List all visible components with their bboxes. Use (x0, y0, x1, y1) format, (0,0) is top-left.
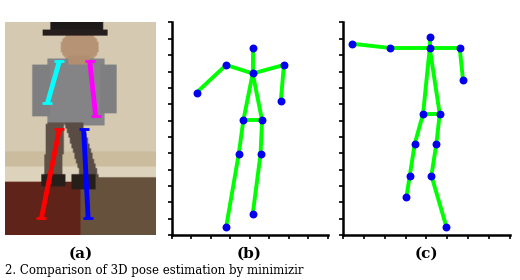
Point (386, 46, 394, 50)
Point (258, 118, 266, 123)
Point (239, 118, 248, 123)
Point (222, 225, 230, 229)
Point (249, 71, 257, 76)
Point (347, 41, 356, 46)
Point (402, 195, 411, 199)
Point (222, 63, 230, 67)
Point (425, 46, 434, 50)
Point (427, 173, 436, 178)
Point (192, 90, 201, 95)
Point (406, 173, 414, 178)
Point (456, 46, 464, 50)
Point (411, 141, 419, 146)
Point (425, 35, 434, 39)
Point (249, 46, 257, 50)
Text: 2. Comparison of 3D pose estimation by minimizir: 2. Comparison of 3D pose estimation by m… (5, 264, 304, 277)
Text: (a): (a) (69, 246, 93, 260)
Point (249, 212, 257, 216)
Point (256, 152, 265, 157)
Point (436, 112, 444, 116)
Point (277, 99, 285, 103)
Text: (b): (b) (237, 246, 262, 260)
Text: (c): (c) (414, 246, 438, 260)
Point (235, 152, 243, 157)
Point (280, 63, 288, 67)
Point (459, 78, 467, 82)
Point (442, 225, 450, 229)
Point (432, 141, 440, 146)
Point (419, 112, 427, 116)
